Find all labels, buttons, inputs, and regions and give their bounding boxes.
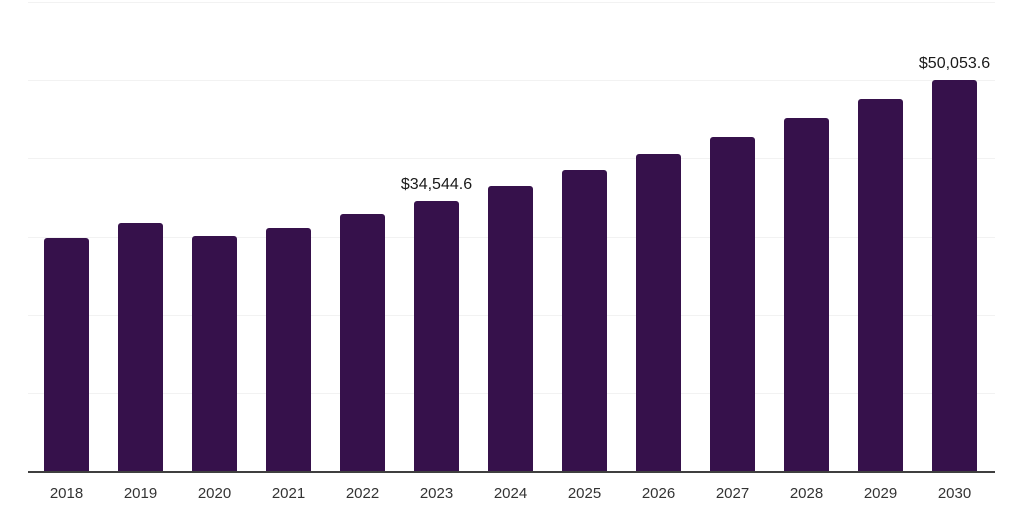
bar-2027 [710,137,755,471]
bar-2019 [118,223,163,471]
bar-2026 [636,154,681,471]
x-tick-2025: 2025 [567,485,602,502]
bar-2028 [784,118,829,471]
bar-2018 [44,238,89,471]
bar-2020 [192,236,237,471]
bar-2025 [562,170,607,471]
bar-2024 [488,185,533,471]
bar-2029 [858,99,903,471]
x-tick-2018: 2018 [49,485,84,502]
bar-2023 [414,200,459,471]
bar-2022 [340,214,385,471]
x-tick-2023: 2023 [419,485,454,502]
x-tick-2021: 2021 [271,485,306,502]
x-tick-2022: 2022 [345,485,380,502]
gridline [28,2,995,3]
x-tick-2026: 2026 [641,485,676,502]
data-label-2030: $50,053.6 [918,54,991,72]
x-tick-2030: 2030 [937,485,972,502]
x-tick-2027: 2027 [715,485,750,502]
x-tick-2028: 2028 [789,485,824,502]
x-tick-2020: 2020 [197,485,232,502]
gridline [28,158,995,160]
x-tick-2019: 2019 [123,485,158,502]
x-tick-2029: 2029 [863,485,898,502]
bar-2030 [932,79,977,471]
x-axis-line [28,471,995,473]
x-tick-2024: 2024 [493,485,528,502]
data-label-2023: $34,544.6 [400,175,473,193]
bar-2021 [266,227,311,471]
gridline [28,80,995,82]
